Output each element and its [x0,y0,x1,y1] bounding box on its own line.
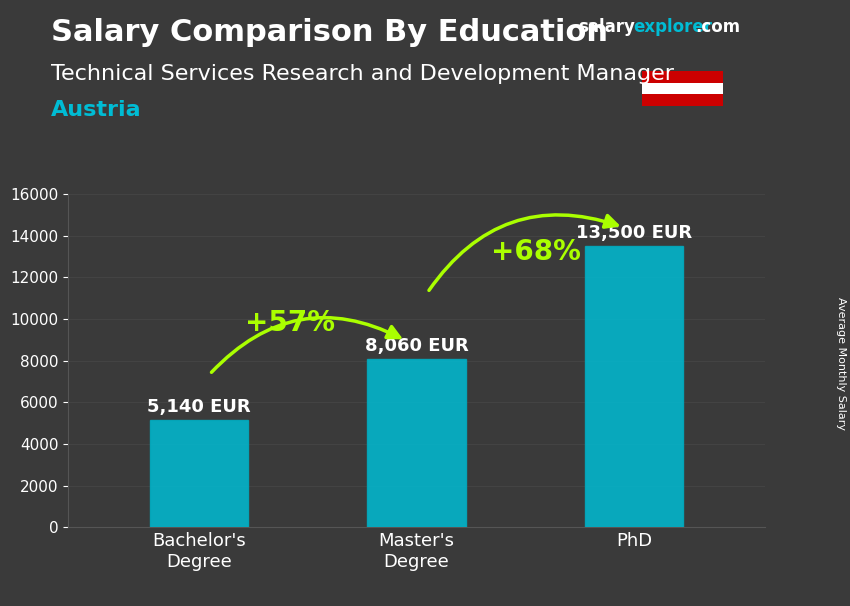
Bar [367,359,466,527]
Bar [150,420,247,527]
Text: 8,060 EUR: 8,060 EUR [365,337,468,355]
Text: explorer: explorer [633,18,712,36]
Text: Average Monthly Salary: Average Monthly Salary [836,297,846,430]
Text: 13,500 EUR: 13,500 EUR [576,224,693,242]
Text: Salary Comparison By Education: Salary Comparison By Education [51,18,608,47]
Text: +68%: +68% [491,238,581,266]
Text: Austria: Austria [51,100,142,120]
Text: salary: salary [578,18,635,36]
Bar [642,82,722,95]
Text: .com: .com [695,18,740,36]
Text: 5,140 EUR: 5,140 EUR [147,398,251,416]
Text: +57%: +57% [245,309,335,337]
Bar [642,95,722,106]
Bar [642,71,722,82]
Bar [586,246,683,527]
Text: Technical Services Research and Development Manager: Technical Services Research and Developm… [51,64,674,84]
